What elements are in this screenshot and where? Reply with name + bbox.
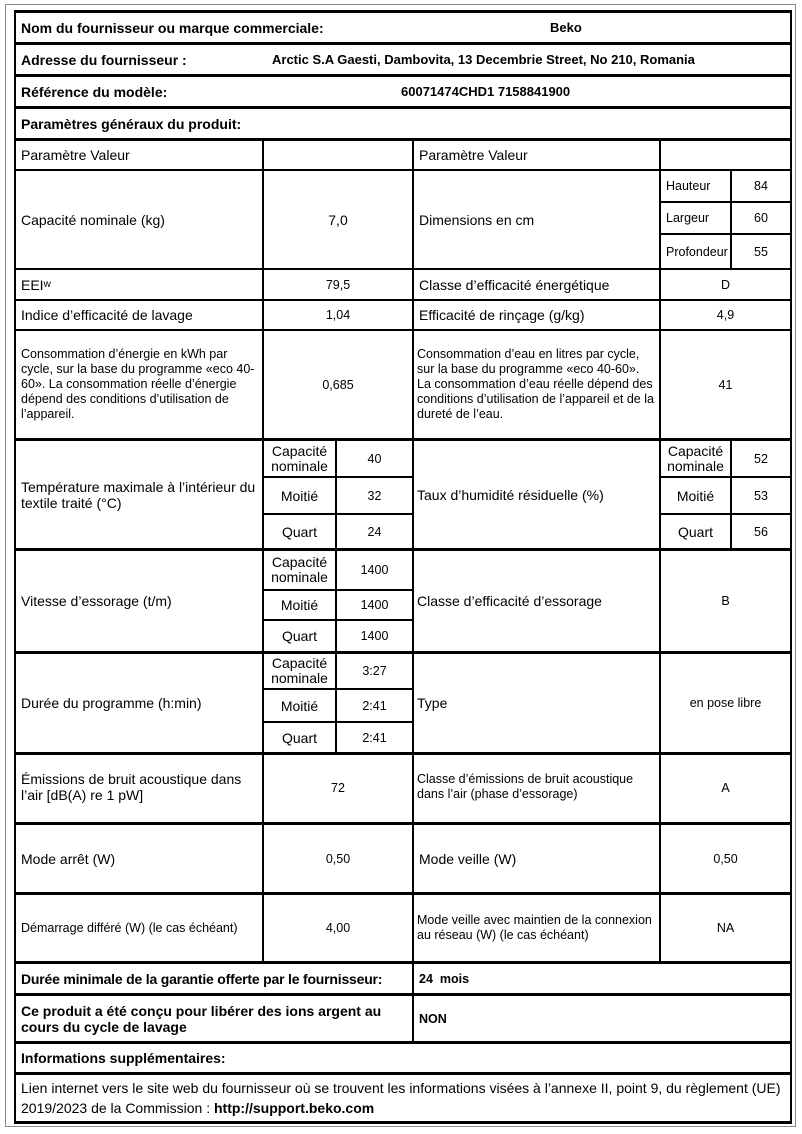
address-value: Arctic S.A Gaesti, Dambovita, 13 Decembr…: [272, 51, 695, 67]
additional-text: Lien internet vers le site web du fourni…: [16, 1075, 792, 1124]
silver-ions-label: Ce produit a été conçu pour libérer des …: [16, 996, 414, 1044]
header-empty: [264, 141, 414, 171]
duration-quarter-label: Quart: [264, 723, 337, 755]
spin-nominal-label: Capacité nominale: [264, 551, 337, 591]
supplier-row: Nom du fournisseur ou marque commerciale…: [16, 13, 792, 45]
humidity-label: Taux d’humidité résiduelle (%): [414, 441, 661, 551]
height-value: 84: [732, 171, 792, 203]
type-label: Type: [414, 654, 661, 755]
width-value: 60: [732, 203, 792, 235]
spin-half-label: Moitié: [264, 591, 337, 621]
temperature-nominal-value: 40: [337, 441, 414, 478]
product-information-sheet: Nom du fournisseur ou marque commerciale…: [14, 10, 792, 1124]
duration-quarter-value: 2:41: [337, 723, 414, 755]
additional-text-body: Lien internet vers le site web du fourni…: [21, 1080, 781, 1116]
energy-consumption-label: Consommation d’énergie en kWh par cycle,…: [16, 331, 264, 441]
temperature-half-label: Moitié: [264, 478, 337, 515]
depth-label: Profondeur: [661, 235, 732, 270]
supplier-value: Beko: [550, 19, 582, 35]
capacity-value: 7,0: [264, 171, 414, 270]
warranty-value: 24 mois: [414, 964, 792, 996]
address-row: Adresse du fournisseur : Arctic S.A Gaes…: [16, 45, 792, 77]
duration-half-value: 2:41: [337, 690, 414, 723]
height-label: Hauteur: [661, 171, 732, 203]
humidity-nominal-label: Capacité nominale: [661, 441, 732, 478]
eei-label: EEI w: [16, 270, 264, 301]
header-empty: [661, 141, 792, 171]
noise-value: 72: [264, 755, 414, 825]
delay-start-label: Démarrage différé (W) (le cas échéant): [16, 895, 264, 964]
networked-standby-value: NA: [661, 895, 792, 964]
spin-class-label: Classe d’efficacité d’essorage: [414, 551, 661, 654]
energy-class-value: D: [661, 270, 792, 301]
water-consumption-value: 41: [661, 331, 792, 441]
warranty-label: Durée minimale de la garantie offerte pa…: [16, 964, 414, 996]
model-label: Référence du modèle:: [21, 83, 168, 100]
dimensions-label: Dimensions en cm: [414, 171, 661, 270]
header-right: Paramètre Valeur: [414, 141, 661, 171]
temperature-half-value: 32: [337, 478, 414, 515]
humidity-quarter-value: 56: [732, 515, 792, 551]
energy-consumption-value: 0,685: [264, 331, 414, 441]
humidity-quarter-label: Quart: [661, 515, 732, 551]
wash-index-label: Indice d’efficacité de lavage: [16, 301, 264, 331]
delay-start-value: 4,00: [264, 895, 414, 964]
additional-title: Informations supplémentaires:: [16, 1044, 792, 1075]
silver-ions-value: NON: [414, 996, 792, 1044]
temperature-nominal-label: Capacité nominale: [264, 441, 337, 478]
rinse-label: Efficacité de rinçage (g/kg): [414, 301, 661, 331]
address-label: Adresse du fournisseur :: [21, 51, 187, 68]
standby-value: 0,50: [661, 825, 792, 895]
noise-class-label: Classe d’émissions de bruit acoustique d…: [414, 755, 661, 825]
temperature-label: Température maximale à l’intérieur du te…: [16, 441, 264, 551]
duration-half-label: Moitié: [264, 690, 337, 723]
eei-value: 79,5: [264, 270, 414, 301]
model-row: Référence du modèle: 60071474CHD1 715884…: [16, 77, 792, 109]
noise-class-value: A: [661, 755, 792, 825]
noise-label: Émissions de bruit acoustique dans l’air…: [16, 755, 264, 825]
type-value: en pose libre: [661, 654, 792, 755]
duration-label: Durée du programme (h:min): [16, 654, 264, 755]
support-link[interactable]: http://support.beko.com: [214, 1100, 375, 1116]
depth-value: 55: [732, 235, 792, 270]
width-label: Largeur: [661, 203, 732, 235]
energy-class-label: Classe d’efficacité énergétique: [414, 270, 661, 301]
model-value: 60071474CHD1 7158841900: [401, 83, 571, 99]
header-left: Paramètre Valeur: [16, 141, 264, 171]
networked-standby-label: Mode veille avec maintien de la connexio…: [414, 895, 661, 964]
off-mode-label: Mode arrêt (W): [16, 825, 264, 895]
temperature-quarter-label: Quart: [264, 515, 337, 551]
general-title: Paramètres généraux du produit:: [16, 109, 792, 141]
duration-nominal-label: Capacité nominale: [264, 654, 337, 690]
humidity-half-label: Moitié: [661, 478, 732, 515]
spin-half-value: 1400: [337, 591, 414, 621]
water-consumption-label: Consommation d’eau en litres par cycle, …: [414, 331, 661, 441]
rinse-value: 4,9: [661, 301, 792, 331]
spin-quarter-label: Quart: [264, 621, 337, 654]
humidity-half-value: 53: [732, 478, 792, 515]
spin-nominal-value: 1400: [337, 551, 414, 591]
page-frame: [5, 4, 796, 1127]
off-mode-value: 0,50: [264, 825, 414, 895]
spin-quarter-value: 1400: [337, 621, 414, 654]
eei-subscript: w: [43, 278, 51, 290]
capacity-label: Capacité nominale (kg): [16, 171, 264, 270]
standby-label: Mode veille (W): [414, 825, 661, 895]
spin-class-value: B: [661, 551, 792, 654]
duration-nominal-value: 3:27: [337, 654, 414, 690]
humidity-nominal-value: 52: [732, 441, 792, 478]
wash-index-value: 1,04: [264, 301, 414, 331]
temperature-quarter-value: 24: [337, 515, 414, 551]
spin-speed-label: Vitesse d’essorage (t/m): [16, 551, 264, 654]
supplier-label: Nom du fournisseur ou marque commerciale…: [21, 19, 324, 36]
eei-label-text: EEI: [21, 276, 44, 293]
